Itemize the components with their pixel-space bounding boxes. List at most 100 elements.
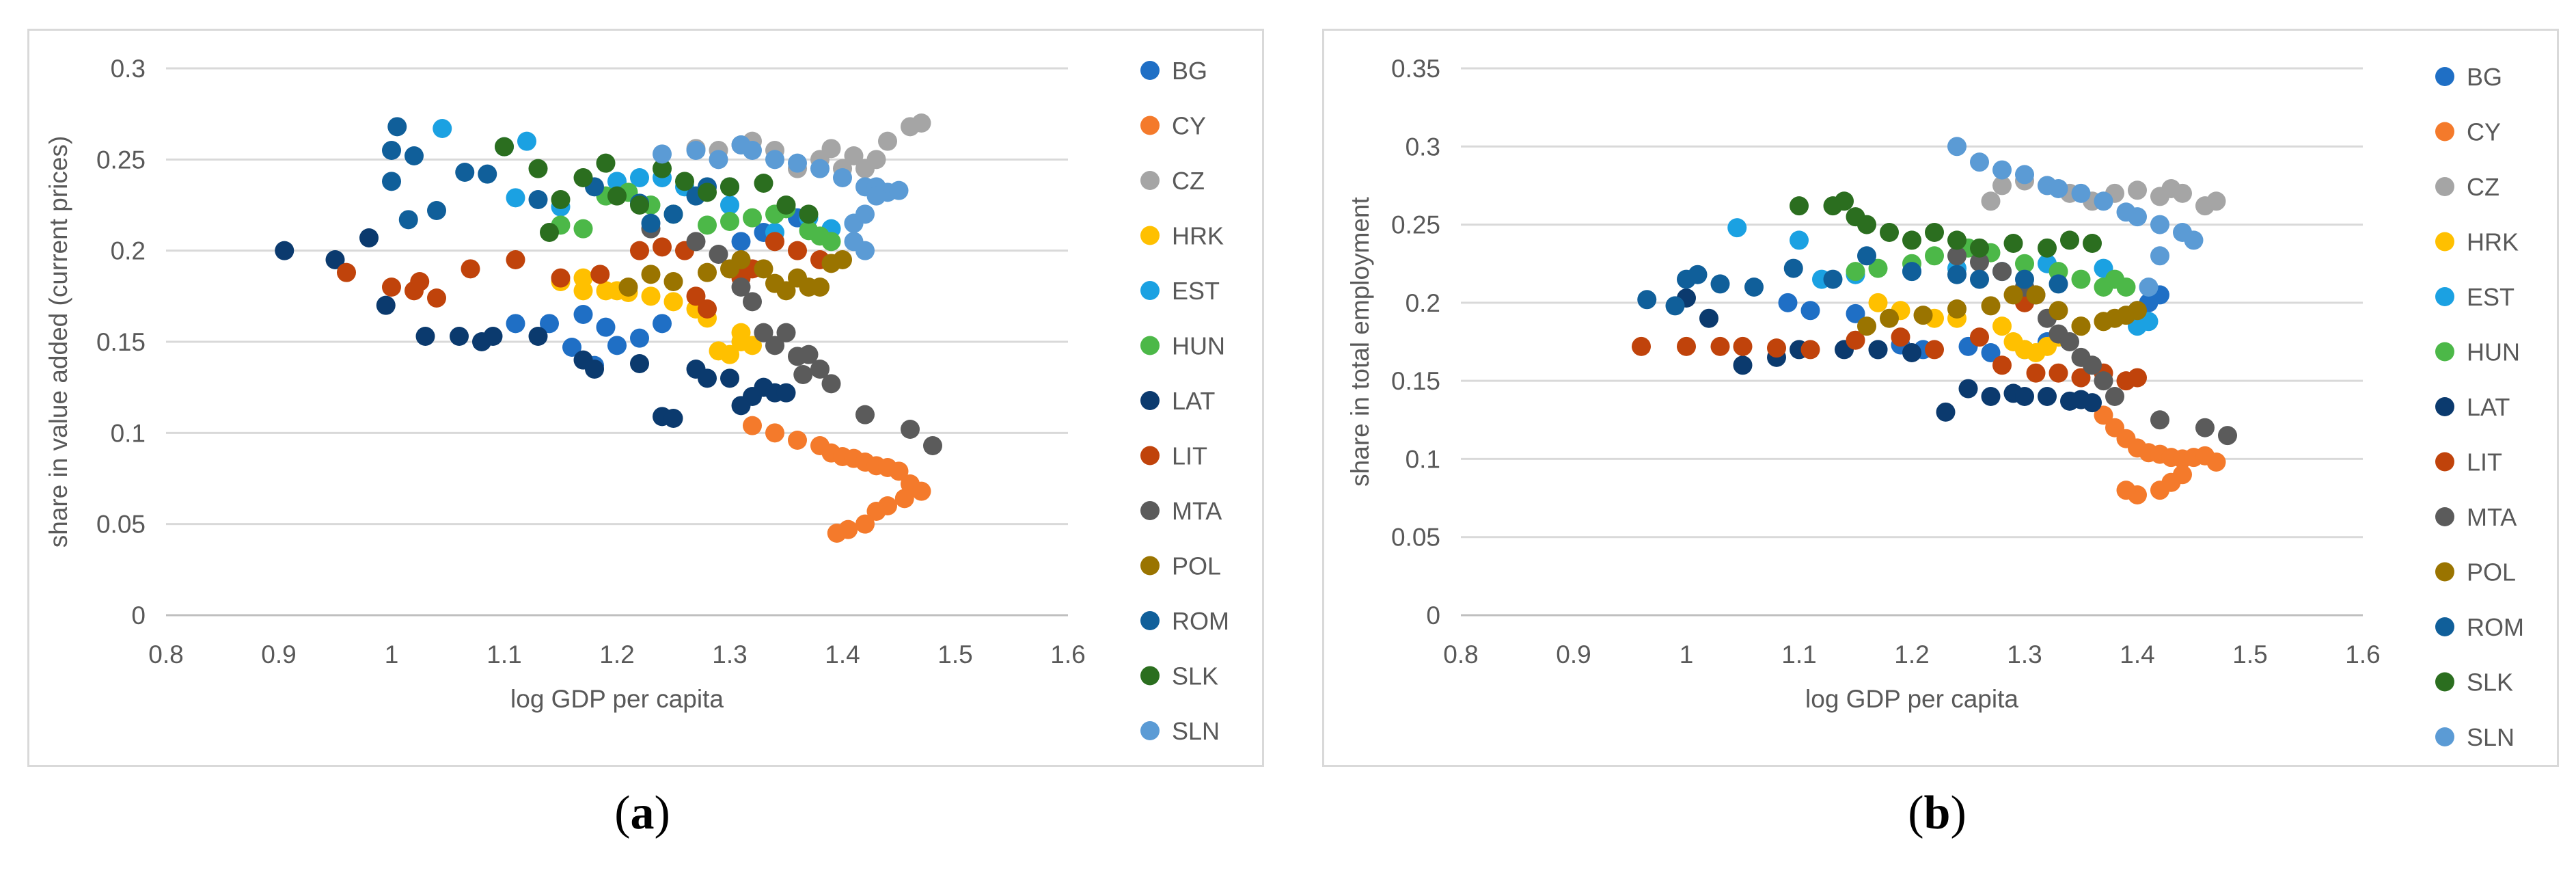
data-point: [653, 237, 672, 257]
x-tick-label: 1.2: [599, 640, 634, 669]
data-point: [461, 259, 480, 279]
legend-marker: [1140, 666, 1160, 686]
data-point: [653, 144, 672, 164]
legend-label: LIT: [1172, 442, 1207, 470]
data-point: [596, 153, 616, 173]
data-point: [855, 514, 875, 534]
data-point: [2026, 363, 2046, 383]
data-point: [2116, 481, 2136, 500]
caption-a-letter: a: [630, 787, 655, 839]
data-point: [1677, 336, 1696, 356]
data-point: [2071, 316, 2091, 336]
data-point: [506, 188, 525, 208]
data-point: [901, 420, 920, 439]
data-point: [573, 219, 593, 239]
data-point: [2116, 278, 2136, 297]
x-tick-label: 1.6: [1050, 640, 1085, 669]
data-point: [382, 278, 401, 297]
legend-label: ROM: [1172, 607, 1229, 635]
legend-label: SLN: [2467, 723, 2515, 751]
data-point: [2094, 371, 2113, 391]
data-point: [405, 146, 424, 165]
x-tick-label: 1.6: [2345, 640, 2380, 669]
data-point: [506, 250, 525, 269]
data-point: [1970, 252, 1989, 272]
data-point: [1783, 258, 1803, 278]
data-point: [793, 365, 813, 384]
data-point: [590, 265, 610, 284]
legend-label: CZ: [2467, 173, 2499, 201]
data-point: [754, 174, 773, 193]
data-point: [889, 461, 909, 481]
x-tick-label: 1.2: [1894, 640, 1929, 669]
data-point: [607, 186, 627, 206]
data-point: [2128, 180, 2147, 200]
data-point: [562, 338, 581, 357]
data-point: [743, 416, 762, 435]
data-point: [1981, 387, 2001, 406]
data-point: [1868, 293, 1888, 312]
data-point: [1710, 274, 1730, 294]
data-point: [698, 299, 717, 319]
data-point: [1891, 327, 1910, 347]
data-point: [1947, 137, 1967, 157]
data-point: [455, 163, 475, 182]
data-point: [551, 268, 571, 288]
legend-marker: [1140, 116, 1160, 135]
data-point: [630, 241, 649, 260]
x-tick-label: 1.1: [1781, 640, 1816, 669]
y-tick-label: 0.2: [111, 237, 146, 265]
data-point: [1947, 246, 1967, 266]
data-point: [731, 323, 751, 342]
data-point: [743, 292, 762, 312]
legend-marker: [1140, 556, 1160, 576]
data-point: [2015, 387, 2034, 406]
data-point: [833, 250, 852, 269]
data-point: [2049, 301, 2068, 321]
data-point: [2071, 183, 2091, 203]
y-tick-label: 0.3: [111, 55, 146, 83]
data-point: [776, 383, 796, 403]
chart-panel-a: 0 0.05 0.1 0.15 0.2 0.25 0.3 0.8 0.9 1 1.1 1.2 1.3 1.…: [27, 29, 1264, 767]
legend-marker: [1140, 61, 1160, 80]
data-point: [337, 262, 356, 282]
data-point: [2015, 269, 2034, 289]
data-point: [698, 215, 717, 235]
data-point: [855, 405, 875, 424]
x-tick-label: 1.4: [825, 640, 860, 669]
legend-marker: [2435, 342, 2454, 362]
x-tick-label: 1.4: [2120, 640, 2154, 669]
data-point: [1970, 269, 1989, 289]
data-point: [1800, 301, 1820, 321]
legend-marker: [1140, 611, 1160, 630]
data-point: [495, 137, 514, 157]
legend-marker: [1140, 721, 1160, 740]
data-point: [427, 288, 446, 308]
data-point: [427, 201, 446, 220]
legend-label: HUN: [1172, 332, 1225, 360]
data-point: [630, 195, 649, 215]
data-point: [788, 153, 807, 173]
data-point: [382, 172, 401, 191]
data-point: [686, 141, 706, 160]
data-point: [866, 150, 886, 170]
data-point: [573, 305, 593, 324]
data-point: [799, 204, 819, 224]
data-point: [1710, 336, 1730, 356]
x-axis-label: log GDP per capita: [510, 685, 724, 713]
data-point: [2184, 230, 2204, 250]
data-point: [765, 273, 784, 293]
data-point: [506, 314, 525, 334]
data-point: [698, 262, 717, 282]
legend-label: EST: [1172, 277, 1220, 305]
legend-label: HRK: [1172, 222, 1224, 250]
data-point: [2128, 368, 2147, 388]
data-point: [1846, 303, 1865, 323]
data-point: [1958, 379, 1978, 399]
data-point: [743, 208, 762, 228]
legend-marker: [1140, 501, 1160, 520]
data-point: [528, 159, 548, 178]
data-point: [709, 150, 728, 170]
data-point: [2128, 207, 2147, 227]
data-point: [2094, 191, 2113, 211]
